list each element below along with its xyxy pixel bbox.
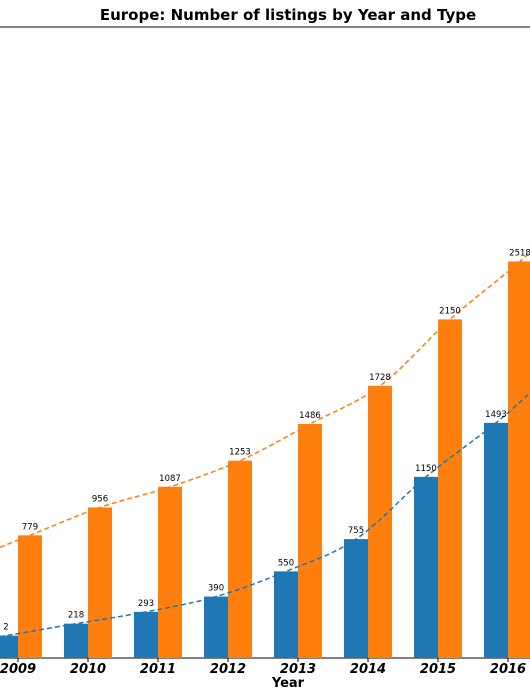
data-label-s1-2014: 1728 (369, 373, 391, 383)
x-tick-label-2011: 2011 (140, 662, 176, 677)
data-label-s0-2011: 293 (138, 599, 154, 609)
x-tick-label-2016: 2016 (490, 662, 526, 677)
data-label-s0-2010: 218 (68, 611, 84, 621)
bar-s1-2011 (158, 486, 182, 658)
trend-line-s0 (0, 391, 530, 638)
data-label-s1-2012: 1253 (229, 448, 251, 458)
bar-s0-2013 (274, 571, 298, 658)
bar-s0-2009 (0, 635, 18, 658)
data-label-s1-2015: 2150 (439, 306, 461, 316)
bar-s0-2010 (64, 623, 88, 658)
data-label-s1-2011: 1087 (159, 474, 181, 484)
data-label-s0-2015: 1150 (415, 464, 437, 474)
bar-s0-2015 (414, 476, 438, 658)
data-label-s0-2014: 755 (348, 526, 364, 536)
data-label-s0-2009: 2 (3, 623, 8, 633)
bar-s0-2014 (344, 539, 368, 658)
bar-s0-2016 (484, 422, 508, 658)
x-tick-label-2015: 2015 (420, 662, 456, 677)
bar-s1-2013 (298, 423, 322, 658)
data-label-s1-2013: 1486 (299, 411, 321, 421)
bar-s0-2011 (134, 611, 158, 658)
bar-s1-2012 (228, 460, 252, 658)
data-label-s1-2016: 2518 (509, 248, 530, 258)
data-label-s1-2010: 956 (92, 494, 108, 504)
bar-s1-2010 (88, 507, 112, 658)
bar-s0-2012 (204, 596, 228, 658)
x-tick-label-2010: 2010 (70, 662, 106, 677)
data-label-s0-2013: 550 (278, 558, 294, 568)
bar-s1-2016 (508, 261, 530, 658)
x-axis-label: Year (271, 676, 305, 691)
bar-s1-2014 (368, 385, 392, 658)
bar-s1-2009 (18, 535, 42, 658)
data-label-s0-2012: 390 (208, 584, 224, 594)
x-tick-label-2012: 2012 (210, 662, 246, 677)
chart-title: Europe: Number of listings by Year and T… (99, 6, 477, 24)
data-label-s1-2009: 779 (22, 522, 38, 532)
bar-s1-2015 (438, 319, 462, 658)
x-tick-label-2009: 2009 (0, 662, 36, 677)
trend-line-s1 (0, 251, 530, 548)
data-label-s0-2016: 1493 (485, 410, 507, 420)
x-tick-label-2013: 2013 (280, 662, 316, 677)
x-tick-label-2014: 2014 (350, 662, 386, 677)
